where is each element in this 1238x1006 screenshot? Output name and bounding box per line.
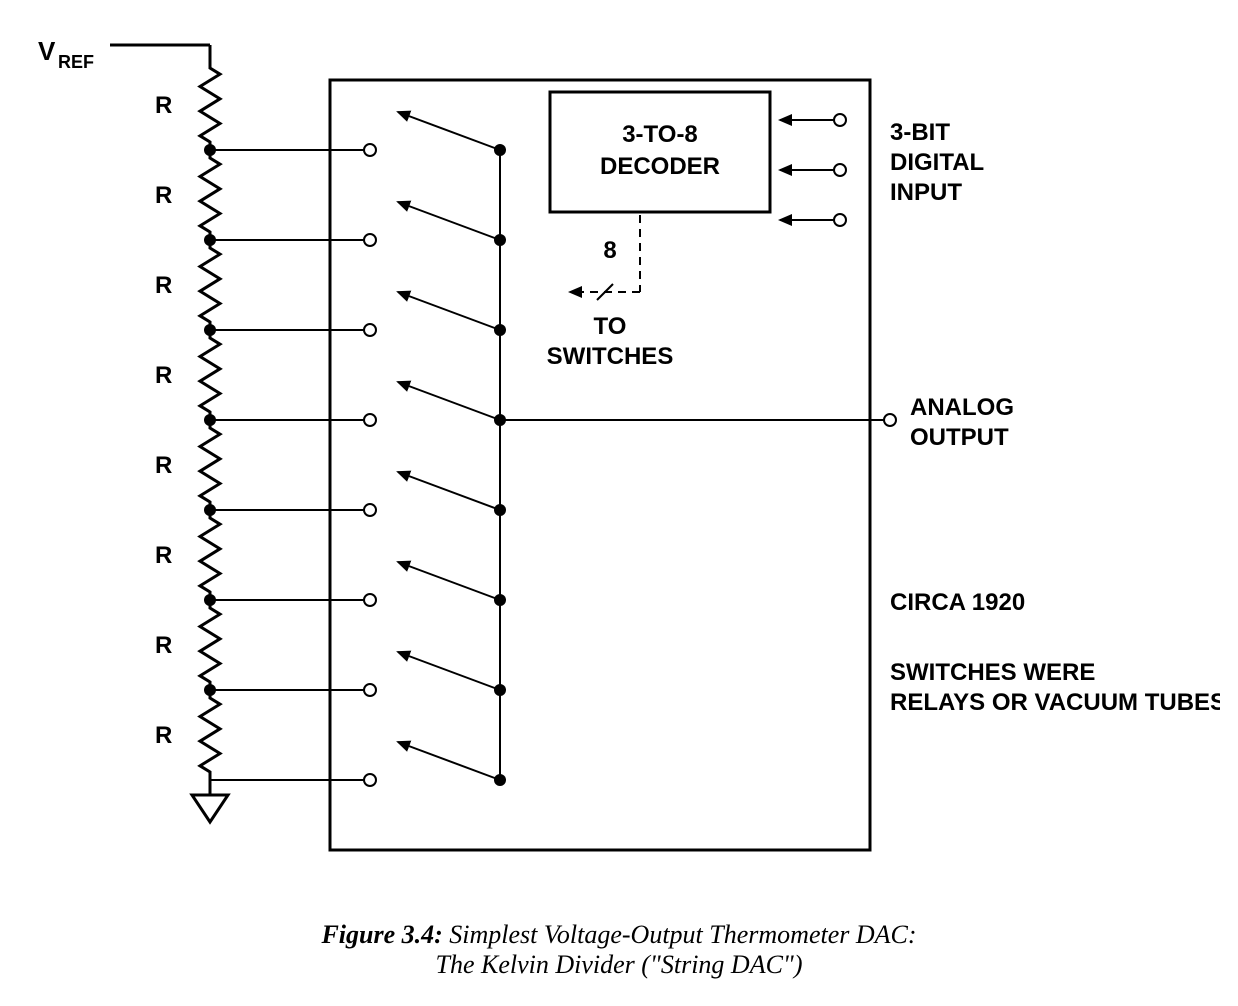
svg-text:SWITCHES: SWITCHES (547, 343, 674, 370)
svg-text:TO: TO (594, 313, 627, 340)
svg-text:3-BIT: 3-BIT (890, 119, 950, 146)
svg-text:R: R (155, 632, 172, 659)
svg-text:ANALOG: ANALOG (910, 394, 1014, 421)
figure-caption: Figure 3.4: Simplest Voltage-Output Ther… (20, 920, 1218, 980)
svg-text:REF: REF (58, 52, 94, 72)
svg-text:8: 8 (603, 237, 616, 264)
figure-label: Figure 3.4: (321, 920, 442, 949)
svg-text:R: R (155, 92, 172, 119)
figure-title-line2: The Kelvin Divider ("String DAC") (435, 950, 802, 979)
svg-text:V: V (38, 36, 56, 66)
svg-text:SWITCHES WERE: SWITCHES WERE (890, 659, 1095, 686)
svg-text:R: R (155, 452, 172, 479)
svg-text:RELAYS OR VACUUM TUBES: RELAYS OR VACUUM TUBES (890, 689, 1220, 716)
circuit-diagram: VREF R R R R R R R R 3-TO-8 DECODER 3-BIT DIGITAL INP… (20, 20, 1218, 890)
svg-text:R: R (155, 362, 172, 389)
svg-text:DECODER: DECODER (600, 153, 720, 180)
svg-text:3-TO-8: 3-TO-8 (622, 121, 698, 148)
svg-text:INPUT: INPUT (890, 179, 962, 206)
svg-text:R: R (155, 182, 172, 209)
svg-text:R: R (155, 272, 172, 299)
svg-text:R: R (155, 722, 172, 749)
svg-text:DIGITAL: DIGITAL (890, 149, 984, 176)
svg-text:OUTPUT: OUTPUT (910, 424, 1009, 451)
svg-text:CIRCA 1920: CIRCA 1920 (890, 589, 1025, 616)
svg-text:R: R (155, 542, 172, 569)
figure-title-line1: Simplest Voltage-Output Thermometer DAC: (443, 920, 917, 949)
